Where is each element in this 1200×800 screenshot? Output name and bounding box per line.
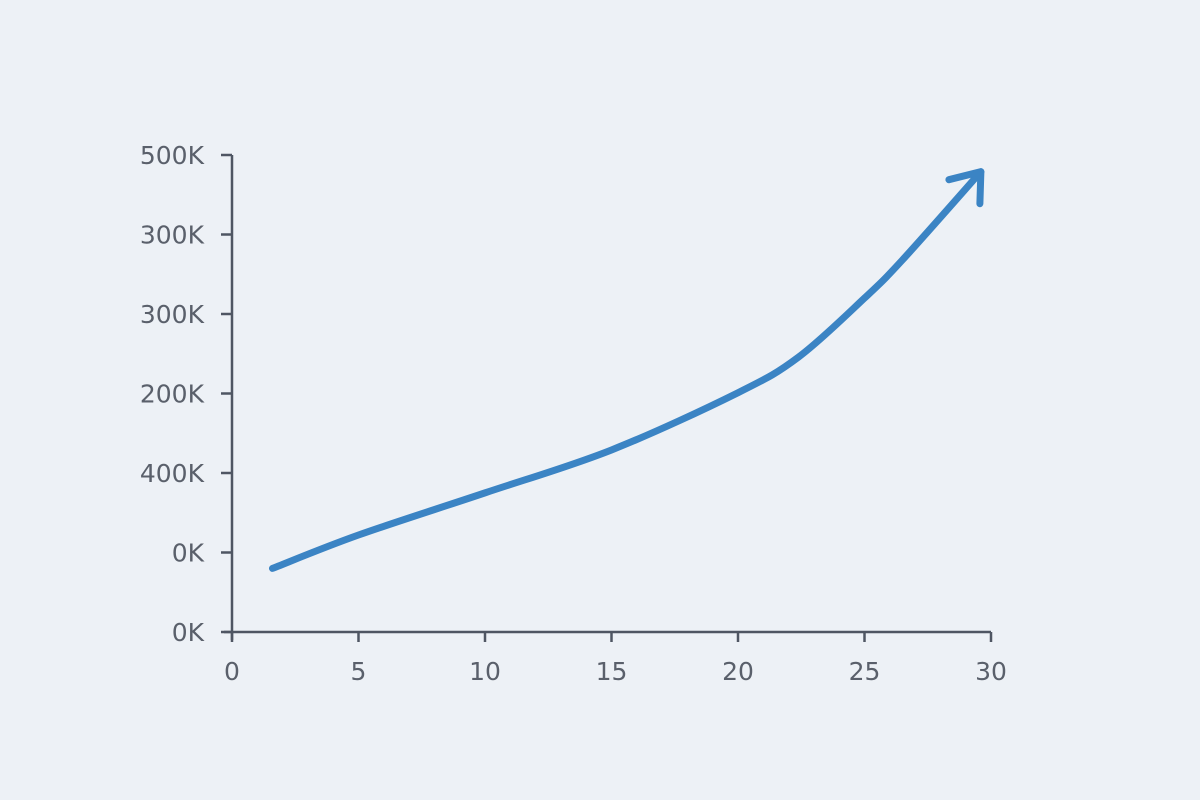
ticks: 0K 0K 400K 200K 300K 300K 500K 0 5 10 15 20 25 30 <box>140 141 1007 686</box>
y-tick-label: 300K <box>140 300 205 329</box>
y-tick-label: 500K <box>140 141 205 170</box>
y-tick-label: 200K <box>140 380 205 409</box>
x-tick-label: 0 <box>224 657 240 686</box>
x-tick-label: 20 <box>722 657 754 686</box>
x-tick-label: 5 <box>351 657 367 686</box>
x-tick-label: 15 <box>596 657 628 686</box>
y-tick-label: 300K <box>140 221 205 250</box>
y-tick-label: 400K <box>140 459 205 488</box>
x-tick-label: 10 <box>469 657 501 686</box>
x-tick-label: 25 <box>849 657 881 686</box>
y-tick-label: 0K <box>172 539 205 568</box>
x-tick-label: 30 <box>975 657 1007 686</box>
arrow-head-icon <box>945 168 985 208</box>
axes <box>224 155 991 640</box>
y-tick-label: 0K <box>172 618 205 647</box>
series <box>268 168 985 572</box>
series-line <box>268 168 985 572</box>
